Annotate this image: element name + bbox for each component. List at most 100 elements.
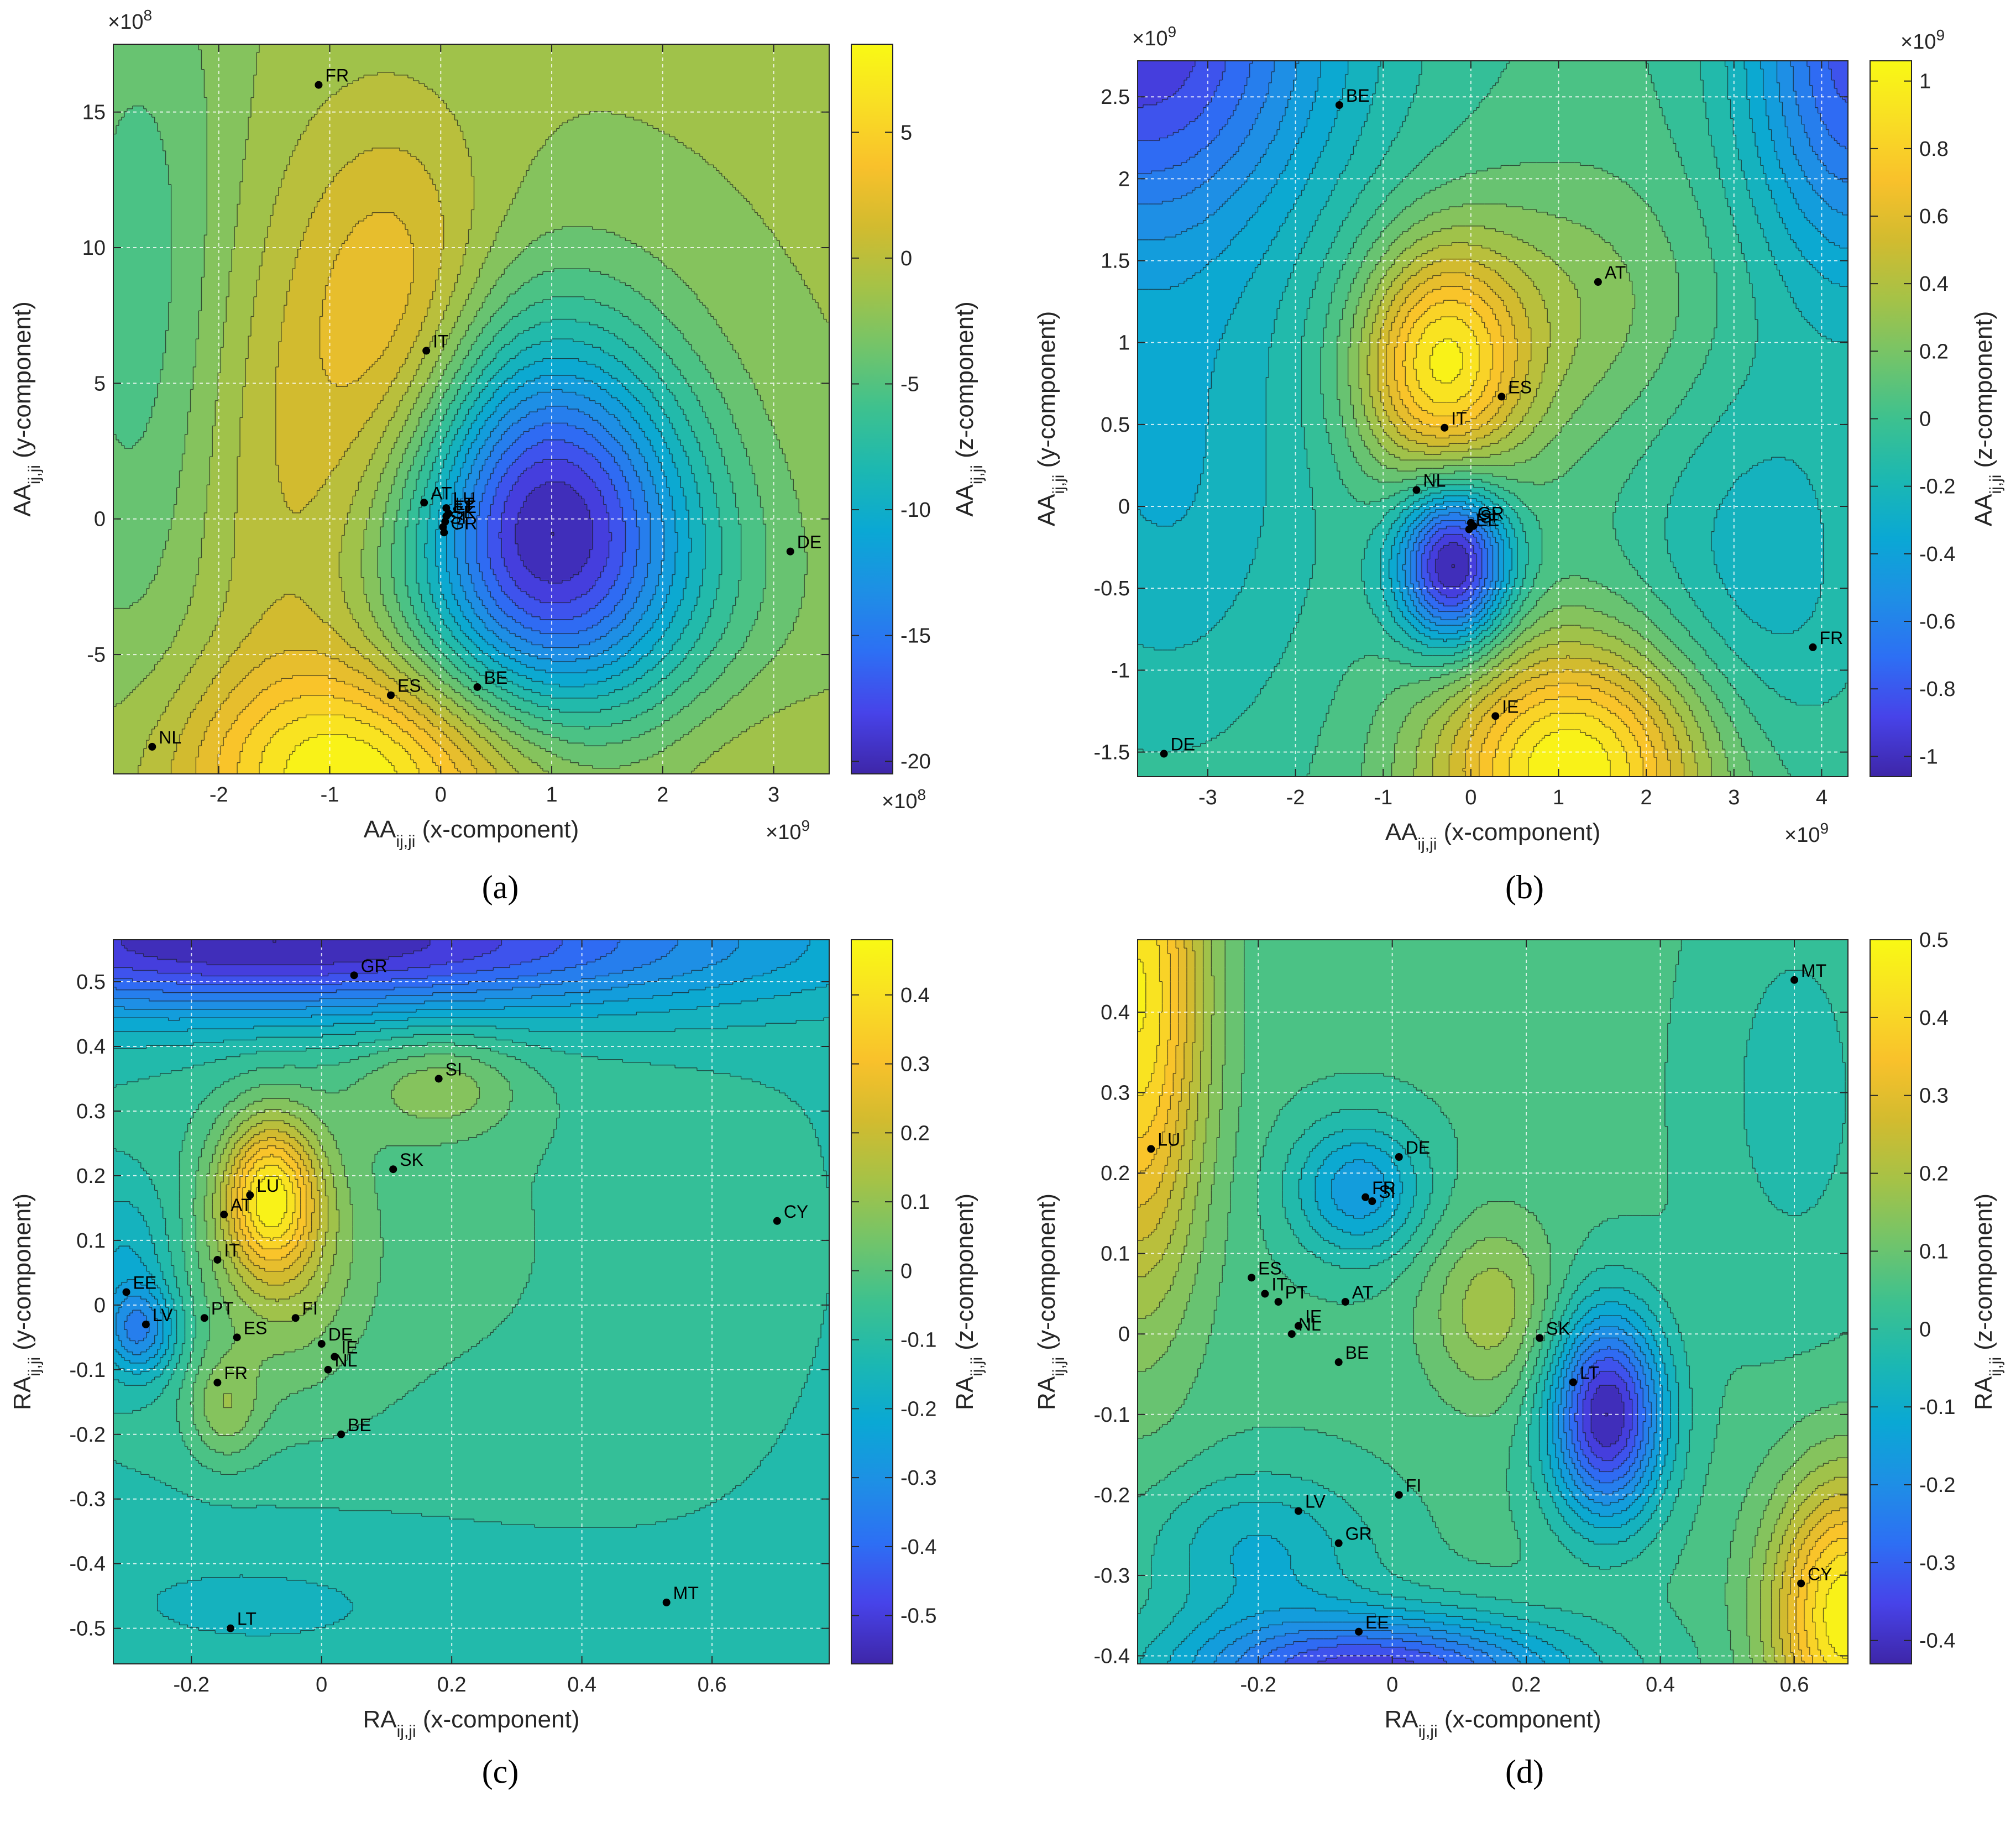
x-tick-label: 1	[546, 783, 557, 807]
point-be	[473, 683, 481, 691]
point-label-it: IT	[1271, 1274, 1287, 1294]
colorbar-tick-label: 0.6	[1919, 205, 1949, 228]
plot-frame	[113, 44, 830, 774]
point-nl	[1412, 486, 1421, 494]
point-label-si: SI	[446, 1059, 462, 1079]
point-es	[233, 1333, 241, 1342]
colorbar-label-main: AA	[1970, 494, 1997, 526]
colorbar-label-sub: ij,ji	[968, 465, 986, 484]
y-axis-label-rest: (y-component)	[9, 301, 36, 465]
x-axis-label: RAij,ji (x-component)	[363, 1706, 579, 1741]
point-label-si: SI	[1379, 1182, 1395, 1202]
colorbar-tick-label: 0.4	[1919, 273, 1949, 296]
x-tick-label: 1	[1553, 786, 1564, 809]
colorbar-frame	[851, 44, 893, 774]
colorbar-frame	[1870, 939, 1912, 1664]
y-tick-label: 0	[94, 508, 106, 531]
point-ie	[1491, 712, 1500, 720]
x-axis-label-main: RA	[1384, 1706, 1418, 1733]
point-label-lv: LV	[1305, 1491, 1326, 1511]
y-tick-label: -1	[1111, 659, 1130, 682]
y-axis-label-sub: ij,ji	[1050, 475, 1068, 494]
colorbar-label: RAij,ji (z-component)	[1970, 1193, 2005, 1410]
point-label-lt: LT	[1580, 1363, 1599, 1383]
x-tick-label: -1	[1374, 786, 1392, 809]
point-label-gr: GR	[451, 513, 477, 533]
colorbar-tick-label: 1	[1919, 70, 1931, 93]
point-label-lt: LT	[237, 1609, 256, 1629]
chart-svg: -3 -2 -1 0 1 2 3 4-1.5-1-0.500.511.522.5AAij,ji…	[1033, 23, 2005, 906]
y-tick-label: -0.2	[1094, 1484, 1130, 1507]
y-tick-label: 1.5	[1101, 250, 1130, 273]
x-tick-label: -0.2	[174, 1673, 210, 1696]
point-label-gr: GR	[1345, 1524, 1372, 1544]
colorbar-tick-label: 0.2	[900, 1122, 930, 1145]
point-label-es: ES	[1258, 1258, 1282, 1278]
point-ie	[331, 1353, 339, 1361]
y-tick-label: 0	[1118, 1323, 1130, 1346]
x-scale-factor: ×109	[766, 817, 810, 845]
colorbar-tick-label: -0.2	[900, 1397, 936, 1421]
point-label-it: IT	[1451, 409, 1467, 428]
point-it	[422, 347, 431, 355]
point-label-be: BE	[1346, 86, 1370, 106]
y-scale-factor-exp: 8	[143, 7, 152, 24]
point-ee	[1465, 525, 1473, 533]
x-tick-label: -2	[210, 783, 228, 807]
point-gr	[350, 971, 358, 980]
y-axis-label-main: RA	[9, 1376, 36, 1410]
contour-lines	[1138, 940, 1848, 1664]
point-be	[1335, 101, 1343, 109]
point-fi	[1395, 1491, 1403, 1499]
colorbar-tick-label: -0.1	[1919, 1396, 1955, 1419]
x-tick-label: -1	[321, 783, 339, 807]
x-tick-label: 0.2	[1512, 1673, 1541, 1696]
colorbar-label-rest: (z-component)	[1970, 1193, 1997, 1357]
x-axis-label: AAij,ji (x-component)	[364, 816, 579, 851]
point-label-ee: EE	[1476, 510, 1500, 530]
point-fr	[315, 81, 323, 89]
point-label-es: ES	[244, 1318, 268, 1338]
y-axis-label-rest: (y-component)	[9, 1193, 36, 1357]
point-at	[1594, 278, 1602, 286]
grid	[1138, 940, 1848, 1664]
x-scale-factor-base: ×10	[766, 821, 801, 844]
point-lv	[1294, 1507, 1302, 1515]
colorbar-scale-factor-base: ×10	[882, 790, 917, 813]
plot-frame	[1137, 939, 1849, 1664]
y-scale-factor-base: ×10	[1132, 27, 1167, 50]
point-nl	[324, 1365, 332, 1374]
point-label-nl: NL	[335, 1350, 358, 1370]
colorbar-label-sub: ij,ji	[1987, 1357, 2005, 1376]
y-tick-label: -0.4	[1094, 1645, 1130, 1668]
panel-label: (c)	[482, 1753, 519, 1790]
point-mt	[662, 1598, 671, 1606]
y-tick-label: 0.4	[76, 1035, 106, 1059]
y-tick-label: 10	[82, 237, 106, 260]
x-axis-label-rest: (x-component)	[1438, 1706, 1601, 1733]
colorbar-tick-label: -0.2	[1919, 475, 1955, 499]
y-tick-label: -0.1	[1094, 1404, 1130, 1427]
point-lt	[1569, 1378, 1577, 1386]
x-axis-label-rest: (x-component)	[1437, 819, 1600, 846]
x-tick-label: 2	[657, 783, 668, 807]
y-tick-label: -0.1	[70, 1359, 106, 1382]
colorbar-tick-label: 0	[1919, 1318, 1931, 1341]
point-sk	[389, 1165, 397, 1174]
point-nl	[1287, 1330, 1296, 1338]
contour-fill	[1138, 940, 1848, 1664]
y-tick-label: -0.2	[70, 1423, 106, 1447]
point-label-gr: GR	[1478, 504, 1504, 523]
point-label-fr: FR	[1820, 628, 1844, 648]
x-tick-label: 0	[316, 1673, 327, 1696]
colorbar-tick-label: -10	[900, 499, 931, 522]
point-label-fi: FI	[302, 1298, 318, 1318]
colorbar-label: RAij,ji (z-component)	[951, 1193, 986, 1410]
point-label-gr: GR	[361, 956, 388, 976]
x-tick-label: -3	[1198, 786, 1217, 809]
point-pt	[1274, 1298, 1282, 1306]
